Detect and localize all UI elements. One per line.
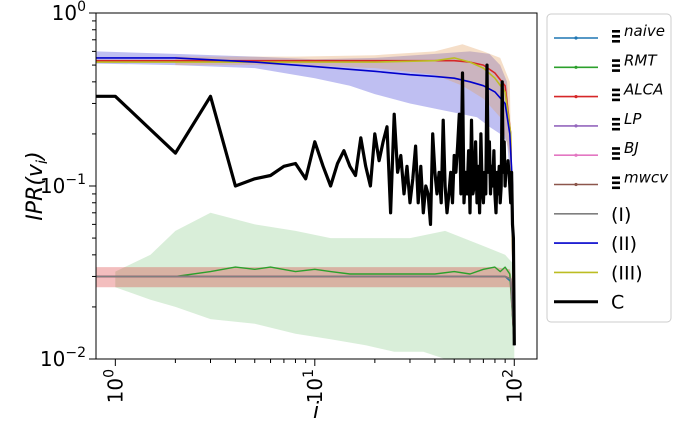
legend-glyph-bar xyxy=(612,69,620,72)
series-lines xyxy=(96,57,516,346)
legend-glyph-bar xyxy=(612,93,620,97)
legend-glyph-bar xyxy=(612,147,620,150)
legend-item-iii: (III) xyxy=(554,262,643,284)
y-tick-label: 100 xyxy=(52,0,86,25)
y-axis: 10−2 10−1 100 xyxy=(40,0,96,371)
series-line-i xyxy=(96,275,515,346)
series-line-iii xyxy=(96,57,516,346)
legend-glyph-bar xyxy=(612,186,620,190)
legend: naive RMT ALCA LP BJ mwcv (I) (II) (III) C xyxy=(546,13,672,323)
series-line-c xyxy=(96,63,516,346)
y-axis-label: IPR(vi) xyxy=(23,151,51,220)
legend-glyph-bar xyxy=(612,64,620,67)
x-tick-label: 101 xyxy=(301,369,327,403)
band-iii xyxy=(175,44,515,346)
legend-glyph-bar xyxy=(612,88,620,92)
legend-label: naive xyxy=(624,22,665,40)
series-line-ii xyxy=(96,57,516,346)
x-tick-label: 100 xyxy=(101,369,127,403)
band-ii xyxy=(96,51,515,346)
legend-item-alca: ALCA xyxy=(554,81,663,102)
legend-frame xyxy=(546,13,672,323)
legend-item-lp: LP xyxy=(554,110,642,131)
legend-marker xyxy=(574,182,578,187)
series-line-rmt xyxy=(96,266,515,346)
legend-glyph-bar xyxy=(612,30,620,33)
legend-item-i: (I) xyxy=(554,204,631,226)
legend-glyph-bar xyxy=(612,127,620,131)
legend-marker xyxy=(574,36,578,40)
legend-glyph-bar xyxy=(612,98,620,102)
legend-item-naive: naive xyxy=(554,22,665,43)
legend-label: mwcv xyxy=(624,169,669,187)
band-rmt xyxy=(115,212,515,359)
legend-label: RMT xyxy=(624,51,658,69)
legend-glyph-bar xyxy=(612,40,620,43)
legend-glyph-bar xyxy=(612,35,620,38)
band-mwcv xyxy=(96,267,515,346)
legend-label: ALCA xyxy=(623,81,663,99)
legend-glyph-bar xyxy=(612,152,620,155)
x-axis-label: i xyxy=(313,399,319,424)
legend-glyph-bar xyxy=(612,176,620,180)
legend-label: (I) xyxy=(611,204,631,226)
confidence-bands xyxy=(96,44,515,359)
y-tick-label: 10−2 xyxy=(40,345,86,371)
legend-glyph-bar xyxy=(612,59,620,62)
legend-glyph-bar xyxy=(612,117,620,121)
legend-glyph-bar xyxy=(612,157,620,160)
legend-label: BJ xyxy=(624,139,639,157)
legend-label: (III) xyxy=(611,262,643,284)
legend-glyph-bar xyxy=(612,122,620,126)
legend-marker xyxy=(574,65,578,69)
legend-label: (II) xyxy=(611,233,637,255)
legend-item-bj: BJ xyxy=(554,139,639,160)
legend-marker xyxy=(574,153,578,157)
legend-glyph-bar xyxy=(612,181,620,185)
legend-marker xyxy=(574,95,578,99)
legend-item-c: C xyxy=(554,292,624,314)
legend-item-mwcv: mwcv xyxy=(554,169,669,190)
x-tick-label: 102 xyxy=(500,369,526,403)
legend-label: LP xyxy=(624,110,642,128)
y-tick-label: 10−1 xyxy=(40,172,86,198)
x-axis: 100 101 102 xyxy=(101,359,526,403)
legend-label: C xyxy=(611,292,624,314)
legend-item-rmt: RMT xyxy=(554,51,658,72)
legend-marker xyxy=(574,124,578,128)
legend-item-ii: (II) xyxy=(554,233,637,255)
